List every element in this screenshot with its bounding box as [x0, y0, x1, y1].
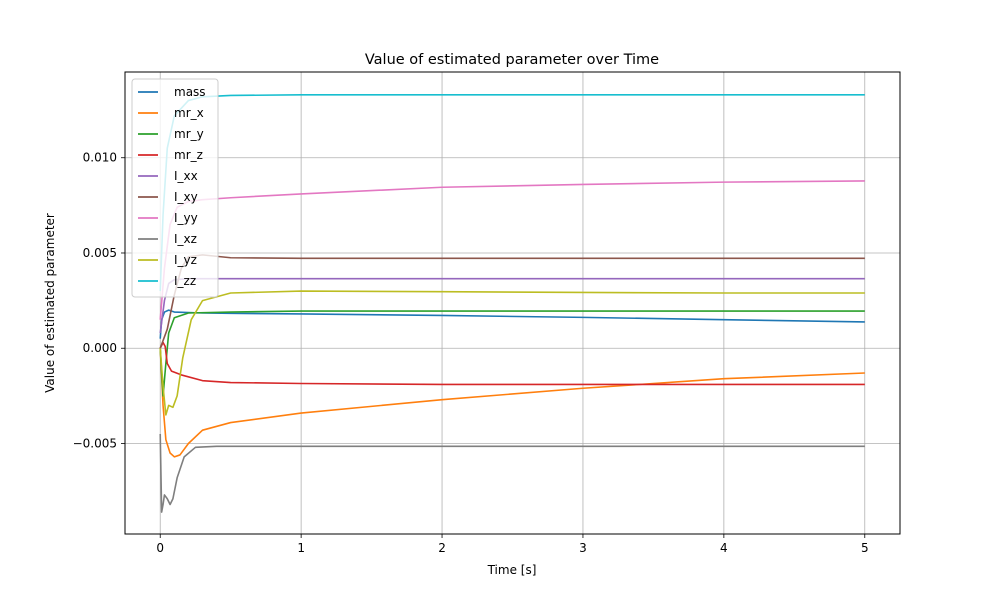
- legend-label: mr_z: [174, 148, 203, 162]
- legend: mass mr_x mr_y mr_z I_xx I_xy I_yy I_xz I_yz I_zz: [131, 78, 219, 298]
- chart-title: Value of estimated parameter over Time: [365, 52, 659, 68]
- y-tick-label: 0.010: [83, 151, 117, 165]
- x-tick-label: 3: [579, 541, 587, 555]
- plot-frame: [124, 71, 901, 535]
- legend-label: I_xx: [174, 169, 198, 183]
- series-lines: [159, 94, 865, 513]
- x-tick-label: 5: [861, 541, 869, 555]
- legend-label: I_zz: [174, 274, 196, 288]
- legend-label: mass: [174, 85, 206, 99]
- legend-label: I_yz: [174, 253, 197, 267]
- y-tick-label: −0.005: [73, 437, 117, 451]
- legend-label: I_xz: [174, 232, 197, 246]
- y-tick-label: 0.005: [83, 246, 117, 260]
- x-axis-label: Time [s]: [487, 563, 537, 577]
- series-line-mr-z: [159, 341, 865, 386]
- y-axis-label: Value of estimated parameter: [43, 213, 57, 393]
- x-tick-label: 1: [297, 541, 305, 555]
- series-line-i-yz: [159, 290, 865, 416]
- x-tick-label: 2: [438, 541, 446, 555]
- legend-label: mr_y: [174, 127, 204, 141]
- y-tick-label: 0.000: [83, 341, 117, 355]
- axis-ticks: 0 1 2 3 4 5 −0.005 0.000 0.005 0.010: [73, 151, 869, 555]
- grid: [125, 72, 900, 534]
- x-tick-label: 4: [720, 541, 728, 555]
- x-tick-label: 0: [156, 541, 164, 555]
- legend-label: I_xy: [174, 190, 198, 204]
- series-line-i-xz: [159, 433, 865, 513]
- legend-label: mr_x: [174, 106, 204, 120]
- series-line-mr-x: [159, 348, 865, 458]
- legend-label: I_yy: [174, 211, 198, 225]
- series-line-mass: [159, 309, 865, 339]
- series-line-mr-y: [159, 310, 865, 397]
